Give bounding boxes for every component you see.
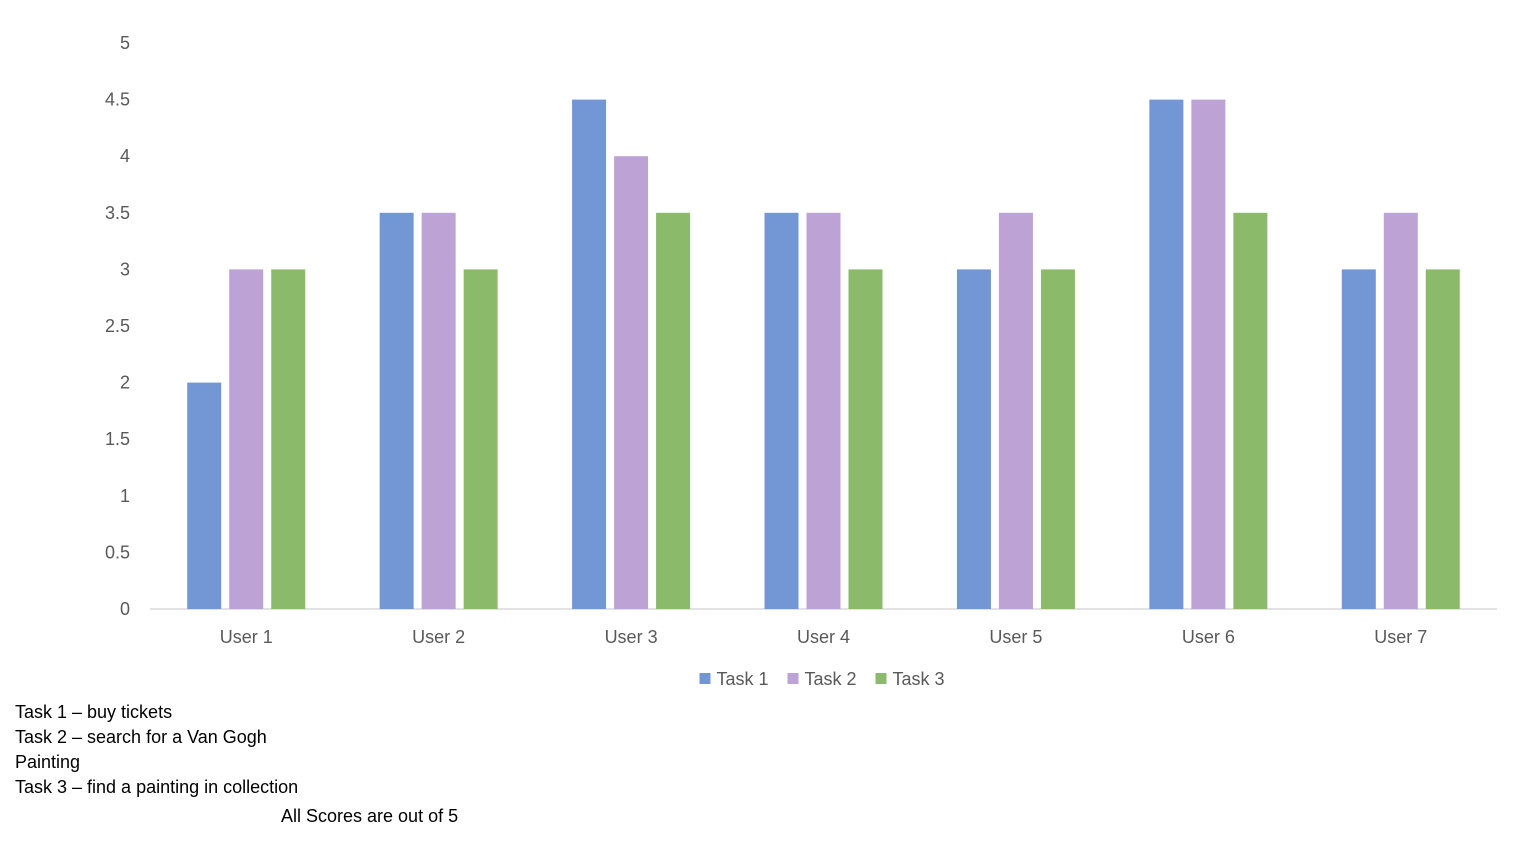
y-tick-label: 0.5: [105, 542, 130, 562]
bar-task-1-user-6: [1149, 99, 1184, 609]
bar-task-1-user-7: [1341, 269, 1376, 609]
bar-task-1-user-5: [956, 269, 991, 609]
legend-label: Task 3: [893, 669, 945, 689]
y-tick-label: 4: [120, 146, 130, 166]
task-notes: Task 1 – buy tickets Task 2 – search for…: [15, 700, 305, 800]
x-tick-label: User 2: [412, 627, 465, 647]
bar-task-2-user-4: [806, 212, 841, 610]
x-tick-label: User 1: [220, 627, 273, 647]
legend-swatch: [787, 673, 799, 684]
bar-task-1-user-4: [764, 212, 799, 610]
bar-task-2-user-7: [1383, 212, 1418, 610]
x-tick-label: User 5: [989, 627, 1042, 647]
bar-task-1-user-2: [379, 212, 414, 610]
y-tick-label: 1.5: [105, 429, 130, 449]
y-tick-label: 2.5: [105, 316, 130, 336]
x-tick-label: User 3: [605, 627, 658, 647]
bar-task-3-user-4: [848, 269, 883, 609]
task-note-2: Task 2 – search for a Van Gogh Painting: [15, 727, 267, 772]
bar-task-2-user-5: [998, 212, 1033, 610]
bar-task-3-user-5: [1040, 269, 1075, 609]
bar-task-3-user-1: [271, 269, 306, 609]
legend-label: Task 1: [717, 669, 769, 689]
task-note-3: Task 3 – find a painting in collection: [15, 777, 299, 797]
bar-task-3-user-7: [1425, 269, 1460, 609]
bar-task-3-user-2: [463, 269, 498, 609]
legend-swatch: [875, 673, 887, 684]
y-tick-label: 4.5: [105, 90, 130, 110]
y-tick-label: 1: [120, 486, 130, 506]
x-tick-label: User 4: [797, 627, 850, 647]
y-tick-label: 2: [120, 373, 130, 393]
x-tick-label: User 6: [1182, 627, 1235, 647]
scores-footnote: All Scores are out of 5: [281, 806, 459, 826]
task-note-1: Task 1 – buy tickets: [15, 702, 173, 722]
bar-task-3-user-3: [656, 212, 691, 610]
bar-task-2-user-1: [229, 269, 264, 609]
x-tick-label: User 7: [1374, 627, 1427, 647]
bar-task-2-user-6: [1191, 99, 1226, 609]
bar-task-3-user-6: [1233, 212, 1268, 610]
y-tick-label: 5: [120, 33, 130, 53]
y-tick-label: 3: [120, 259, 130, 279]
bar-task-1-user-3: [572, 99, 607, 609]
legend-swatch: [699, 673, 711, 684]
y-tick-label: 3.5: [105, 203, 130, 223]
legend-label: Task 2: [805, 669, 857, 689]
bar-task-2-user-3: [614, 156, 649, 609]
bar-task-1-user-1: [187, 382, 222, 609]
y-tick-label: 0: [120, 599, 130, 619]
bar-task-2-user-2: [421, 212, 456, 610]
